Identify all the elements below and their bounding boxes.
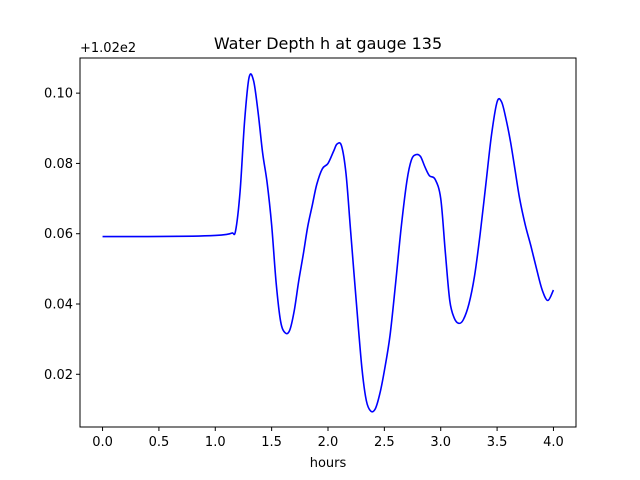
y-tick-label: 0.10	[44, 87, 73, 102]
x-tick-label: 2.5	[374, 435, 395, 450]
x-axis-label: hours	[310, 456, 347, 471]
plot-area	[102, 73, 555, 413]
x-tick-label: 3.5	[487, 435, 508, 450]
x-tick-label: 2.0	[318, 435, 339, 450]
series-line-0	[102, 73, 555, 413]
y-tick-label: 0.08	[44, 157, 73, 172]
x-tick-label: 3.0	[430, 435, 451, 450]
x-tick-label: 1.0	[205, 435, 226, 450]
x-axis-ticks: 0.0 0.5 1.0 1.5 2.0 2.5 3.0 3.5 4.0	[92, 427, 564, 450]
x-tick-label: 0.0	[92, 435, 113, 450]
y-axis-ticks: 0.02 0.04 0.06 0.08 0.10	[44, 87, 80, 383]
x-tick-label: 0.5	[149, 435, 170, 450]
y-tick-label: 0.06	[44, 227, 73, 242]
x-tick-label: 1.5	[261, 435, 282, 450]
x-tick-label: 4.0	[543, 435, 564, 450]
y-offset-label: +1.02e2	[80, 41, 136, 56]
y-tick-label: 0.04	[44, 298, 73, 313]
chart-title: Water Depth h at gauge 135	[214, 34, 442, 53]
y-tick-label: 0.02	[44, 368, 73, 383]
plot-frame	[79, 57, 577, 428]
